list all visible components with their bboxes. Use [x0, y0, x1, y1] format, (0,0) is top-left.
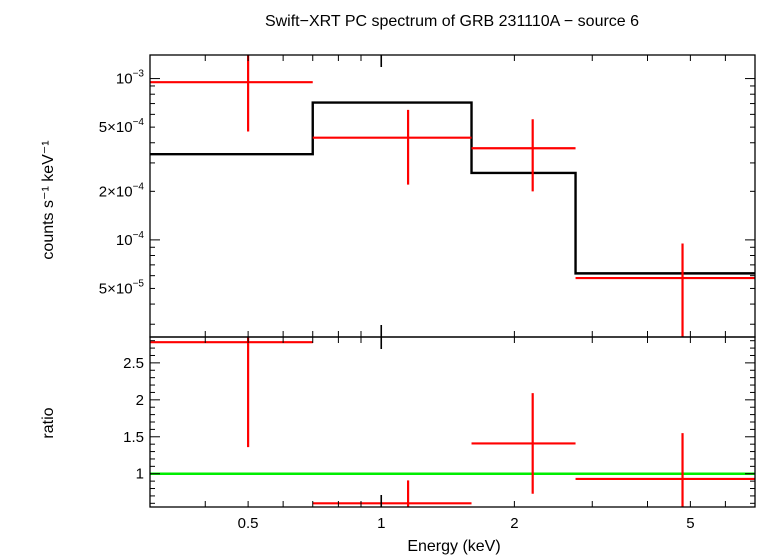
x-tick-label: 0.5: [238, 515, 259, 532]
y-tick-label: 2: [136, 392, 144, 409]
y-tick-label: 5×10−4: [99, 117, 145, 136]
y-tick-label: 10−3: [116, 69, 145, 88]
y-tick-label: 5×10−5: [99, 278, 145, 297]
x-axis-label: Energy (keV): [407, 538, 500, 555]
y-tick-label: 1.5: [123, 429, 144, 446]
plot-area: 10−3 5×10−4 2×10−4 10−4 5×10−5 1 1.5 2 2.5 0.5 1 2 5: [99, 54, 756, 532]
model-step-line: [150, 101, 755, 275]
x-tick-label: 5: [686, 515, 694, 532]
y-tick-label: 2×10−4: [99, 181, 145, 200]
ratio-frame: [149, 336, 756, 508]
ratio-series: [150, 337, 755, 507]
y-tick-label: 1: [136, 466, 144, 483]
spectrum-series: [150, 55, 755, 337]
y-axis-label-ratio: ratio: [40, 407, 57, 438]
x-tick-label: 2: [510, 515, 518, 532]
chart-title: Swift−XRT PC spectrum of GRB 231110A − s…: [265, 13, 639, 30]
y-tick-label: 10−4: [116, 230, 145, 249]
y-axis-label-spectrum: counts s⁻¹ keV⁻¹: [40, 140, 57, 259]
x-tick-label: 1: [377, 515, 385, 532]
spectrum-frame: [149, 54, 756, 338]
y-tick-label: 2.5: [123, 355, 144, 372]
